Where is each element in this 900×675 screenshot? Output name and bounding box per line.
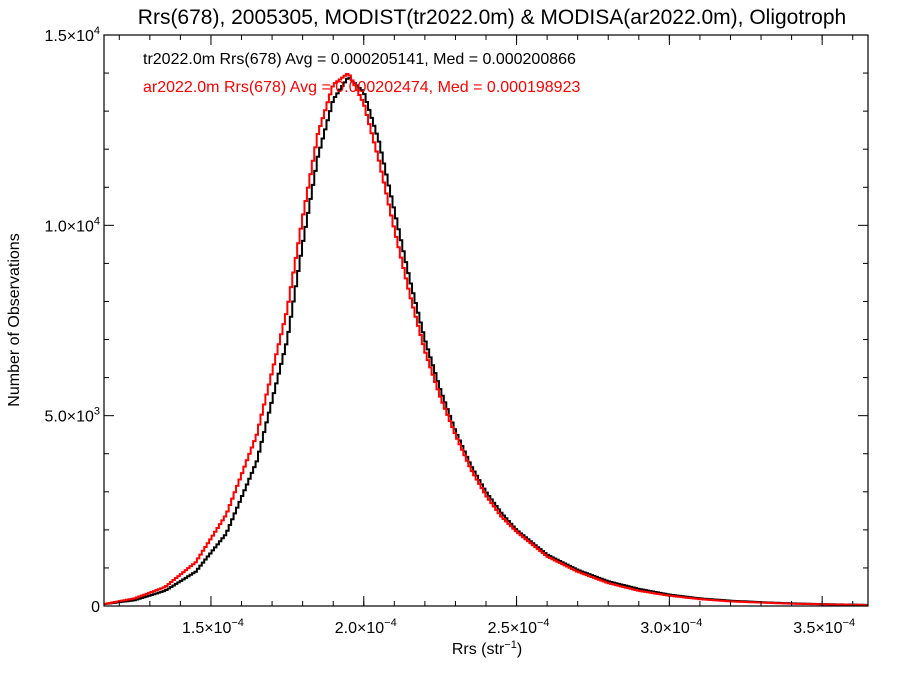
legend-entry: ar2022.0m Rrs(678) Avg = 0.000202474, Me… [143,79,580,96]
y-axis-label: Number of Observations [6,233,23,406]
x-tick-label: 2.5×10−4 [488,617,550,637]
x-tick-label: 3.0×10−4 [640,617,702,637]
y-tick-label: 1.0×104 [44,215,100,235]
y-tick-label: 1.5×104 [44,25,100,45]
legend-entry: tr2022.0m Rrs(678) Avg = 0.000205141, Me… [143,51,576,68]
x-tick-label: 3.5×10−4 [793,617,855,637]
series-line-ar2022.0m [104,72,868,607]
ticks-layer: 1.5×10−4 2.0×10−4 2.5×10−4 3.0×10−4 3.5×10−4… [44,25,868,637]
x-axis-label: Rrs (str−1) [452,639,522,658]
x-tick-label: 1.5×10−4 [182,617,244,637]
chart-title: Rrs(678), 2005305, MODIST(tr2022.0m) & M… [138,6,846,29]
y-tick-label: 5.0×103 [44,406,100,426]
x-tick-label: 2.0×10−4 [335,617,397,637]
plot-frame [103,34,869,607]
series-layer [104,72,868,607]
legend: tr2022.0m Rrs(678) Avg = 0.000205141, Me… [143,51,580,96]
y-tick-label: 0 [91,599,100,616]
